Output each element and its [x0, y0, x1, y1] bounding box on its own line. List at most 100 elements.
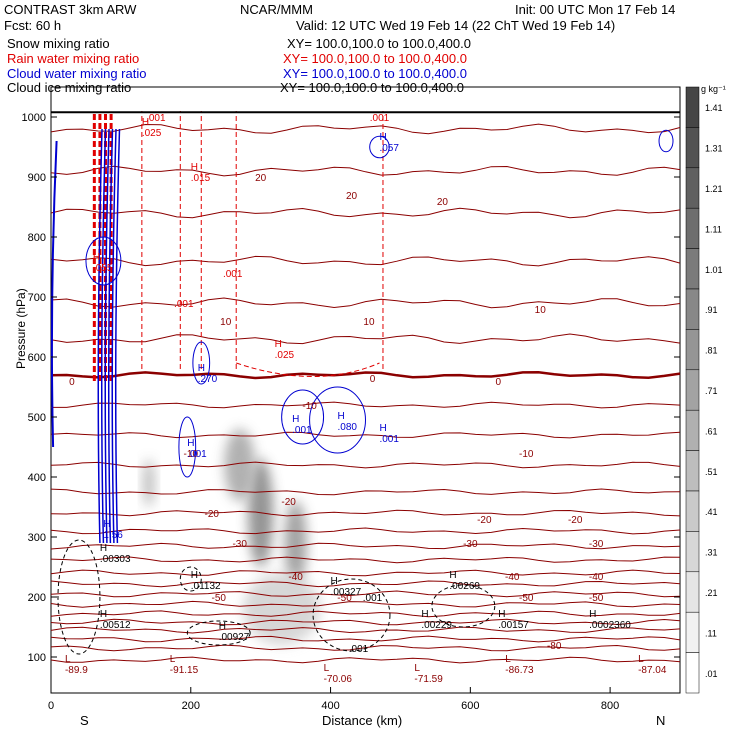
isotherm — [50, 635, 681, 643]
extremum-kind: H — [187, 438, 194, 449]
extremum-value: .025 — [275, 350, 295, 361]
init-time: Init: 00 UTC Mon 17 Feb 14 — [515, 2, 676, 17]
temperature-label: -10 — [519, 449, 534, 460]
temperature-label: 20 — [437, 197, 449, 208]
colorbar-cell — [685, 490, 700, 532]
cloud-contour — [309, 386, 366, 454]
field-cloud-water-xy: XY= 100.0,100.0 to 100.0,400.0 — [283, 66, 467, 81]
extremum-kind: H — [421, 609, 428, 620]
extremum-kind: H — [331, 576, 338, 587]
temperature-label: -10 — [302, 401, 317, 412]
isotherm — [50, 610, 681, 618]
extremum-kind: H — [338, 411, 345, 422]
y-tick-label: 200 — [28, 592, 46, 604]
field-cloud-ice: Cloud ice mixing ratio — [7, 80, 132, 95]
plot-frame — [50, 86, 681, 694]
valid-time: Valid: 12 UTC Wed 19 Feb 14 (22 ChT Wed … — [296, 18, 616, 33]
north-label: N — [656, 713, 665, 728]
extremum-kind: L — [65, 654, 71, 665]
extremum-value: .00229 — [421, 620, 452, 631]
extremum-kind: H — [191, 570, 198, 581]
x-tick-label: 800 — [601, 700, 619, 712]
extremum-kind: H — [191, 162, 198, 173]
extremum-value: -70.06 — [324, 674, 353, 685]
extremum-kind: H — [93, 252, 100, 263]
colorbar-cell — [685, 288, 700, 330]
temperature-label: -50 — [519, 593, 534, 604]
colorbar-unit: g kg⁻¹ — [701, 84, 726, 94]
extremum-value: .015 — [191, 173, 211, 184]
cloud-core-contour — [100, 128, 107, 544]
extremum-kind: L — [505, 654, 511, 665]
cloud-contour — [281, 389, 325, 445]
cloud-core-contour — [114, 128, 121, 544]
temperature-label: -20 — [568, 515, 583, 526]
contour-value-label: .001 — [349, 644, 369, 655]
temperature-label: -30 — [589, 539, 604, 550]
temperature-label: -40 — [505, 572, 520, 583]
isotherm — [50, 488, 681, 496]
colorbar-label: .21 — [705, 588, 718, 598]
cloud-water-contours — [50, 128, 674, 544]
extremum-kind: H — [275, 339, 282, 350]
colorbar-cell — [685, 248, 700, 290]
extremum-value: .080 — [338, 422, 358, 433]
extremum-value: -89.9 — [65, 665, 88, 676]
colorbar-cell — [685, 127, 700, 169]
isotherm — [50, 123, 681, 135]
header: CONTRAST 3km ARW NCAR/MMM Init: 00 UTC M… — [0, 0, 740, 100]
cloud-core-contour — [104, 128, 110, 544]
cloud-ice-contour — [57, 539, 101, 655]
x-axis-label: Distance (km) — [322, 713, 402, 728]
temperature-label: -20 — [281, 497, 296, 508]
extremum-value: .055 — [93, 263, 113, 274]
contour-value-label: .001 — [370, 113, 390, 124]
x-tick-label: 600 — [461, 700, 479, 712]
field-cloud-ice-xy: XY= 100.0,100.0 to 100.0,400.0 — [280, 80, 464, 95]
extremum-value: .00327 — [331, 587, 362, 598]
cloud-contour — [192, 341, 211, 385]
colorbar-label: 1.21 — [705, 184, 723, 194]
forecast-hour: Fcst: 60 h — [4, 18, 62, 33]
snow-blob — [284, 501, 307, 585]
x-tick-label: 200 — [182, 700, 200, 712]
extremum-kind: H — [379, 132, 386, 143]
contour-value-label: .001 — [223, 269, 243, 280]
colorbar-cell — [685, 571, 700, 613]
extremum-value: .01132 — [191, 581, 221, 592]
extremum-kind: L — [170, 654, 176, 665]
extremum-value: .025 — [142, 128, 162, 139]
colorbar-cell — [685, 409, 700, 451]
extremum-value: .001 — [292, 425, 312, 436]
isotherm — [50, 207, 681, 219]
colorbar-cell — [685, 207, 700, 249]
y-tick-label: 400 — [28, 472, 46, 484]
isotherm — [50, 333, 681, 345]
colorbar-label: .61 — [705, 426, 718, 436]
isotherm — [50, 556, 681, 564]
colorbar-label: 1.11 — [705, 224, 722, 234]
colorbar-label: .01 — [705, 669, 718, 679]
y-tick-label: 100 — [28, 652, 46, 664]
isotherm — [50, 297, 681, 309]
isotherm — [50, 580, 681, 588]
colorbar-cell — [685, 652, 700, 694]
isotherm — [50, 461, 681, 469]
colorbar-cell — [685, 531, 700, 573]
temperature-label: -40 — [288, 572, 303, 583]
cloud-core-contour — [107, 128, 114, 544]
contour-value-label: .001 — [363, 593, 383, 604]
colorbar-label: 1.41 — [705, 103, 723, 113]
extremum-value: -86.73 — [505, 665, 534, 676]
field-snow-xy: XY= 100.0,100.0 to 100.0,400.0 — [287, 36, 471, 51]
colorbar-cell — [685, 167, 700, 209]
extremum-kind: L — [638, 654, 644, 665]
y-tick-label: 300 — [28, 532, 46, 544]
extremum-value: 1.56 — [103, 530, 123, 541]
field-cloud-water: Cloud water mixing ratio — [7, 66, 147, 81]
temperature-label: -30 — [463, 539, 478, 550]
extremum-value: .270 — [198, 374, 218, 385]
y-tick-label: 1000 — [22, 112, 46, 124]
temperature-label: -10 — [184, 449, 199, 460]
